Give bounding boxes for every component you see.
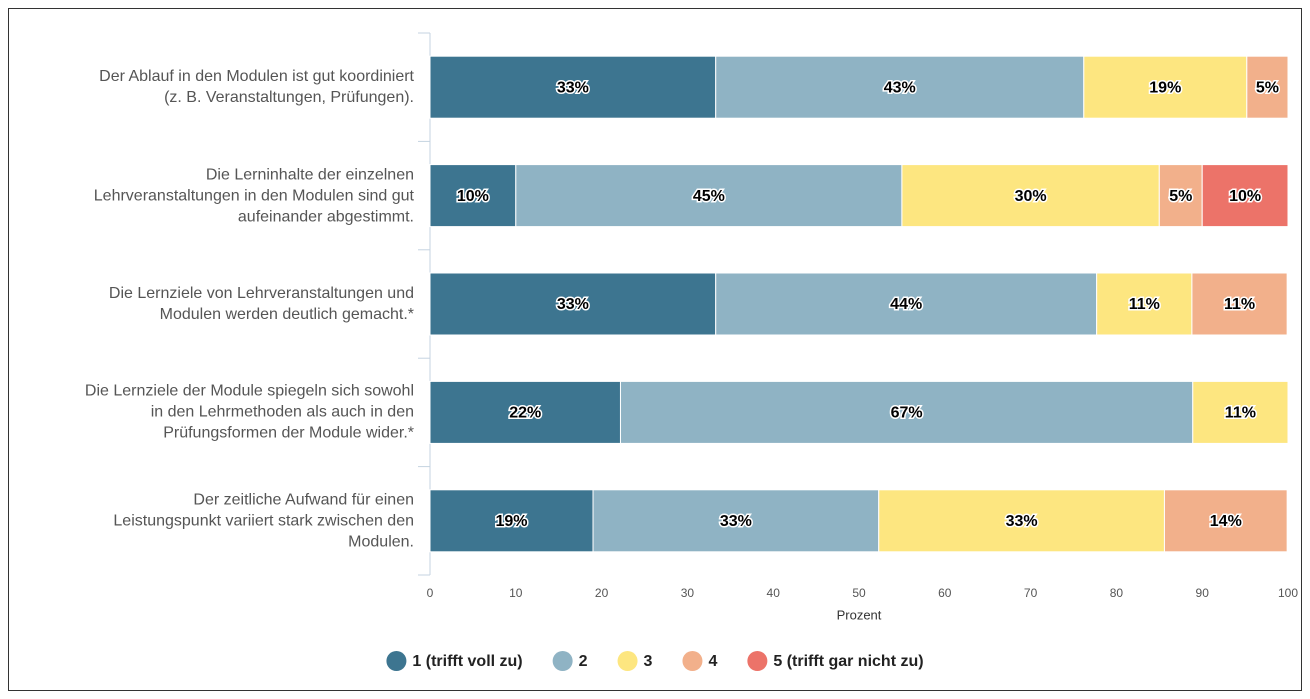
x-axis-title: Prozent: [837, 607, 882, 622]
bar-segment: [1201, 164, 1289, 228]
bar-segment: [429, 164, 517, 228]
legend-marker: [552, 651, 573, 671]
data-label: 44%: [890, 296, 922, 313]
bar-segment: [1191, 272, 1288, 336]
legend-label: 1 (trifft voll zu): [412, 653, 522, 670]
x-tick-label: 90: [1196, 586, 1210, 600]
data-label: 33%: [557, 79, 589, 96]
bar-segment: [1096, 272, 1193, 336]
data-label: 19%: [1149, 79, 1181, 96]
bar-segment: [592, 489, 880, 553]
data-label: 19%: [495, 513, 527, 530]
x-tick-label: 80: [1110, 586, 1124, 600]
category-label: Die Lernziele der Module spiegeln sich s…: [84, 382, 414, 442]
data-label: 33%: [557, 296, 589, 313]
x-tick-label: 70: [1024, 586, 1038, 600]
x-tick-label: 100: [1278, 586, 1298, 600]
bar-segment: [878, 489, 1165, 553]
data-label: 33%: [720, 513, 752, 530]
data-label: 14%: [1210, 513, 1242, 530]
x-tick-label: 60: [938, 586, 952, 600]
x-tick-label: 30: [681, 586, 695, 600]
legend-marker: [747, 651, 768, 671]
bar-segment: [515, 164, 903, 228]
x-tick-label: 0: [427, 586, 434, 600]
data-label: 45%: [693, 188, 725, 205]
bar-segment: [429, 489, 594, 553]
bar-segment: [1246, 55, 1289, 119]
data-label: 11%: [1129, 296, 1160, 313]
bar-segment: [1192, 380, 1289, 444]
data-label: 67%: [891, 405, 923, 422]
data-label: 5%: [1256, 79, 1279, 96]
category-label: Der zeitliche Aufwand für einen Leistung…: [113, 491, 414, 551]
category-label: Der Ablauf in den Modulen ist gut koordi…: [99, 68, 414, 107]
bar-segment: [901, 164, 1160, 228]
bar-segment: [429, 272, 717, 336]
frame: [8, 8, 1302, 691]
legend-label: 3: [644, 653, 653, 670]
bar-segment: [429, 380, 621, 444]
legend-marker: [682, 651, 703, 671]
bar-segment: [1163, 489, 1288, 553]
data-label: 30%: [1015, 188, 1047, 205]
bar-segment: [1083, 55, 1248, 119]
legend-marker: [617, 651, 638, 671]
category-label: Die Lernziele von Lehrveranstaltungen un…: [108, 285, 414, 323]
data-label: 10%: [457, 188, 489, 205]
legend-label: 5 (trifft gar nicht zu): [773, 653, 923, 670]
x-tick-label: 10: [509, 586, 523, 600]
x-tick-label: 50: [852, 586, 866, 600]
data-label: 22%: [509, 405, 541, 422]
legend-marker: [386, 651, 407, 671]
data-label: 43%: [884, 79, 916, 96]
bar-segment: [715, 272, 1098, 336]
data-label: 5%: [1169, 188, 1192, 205]
legend-label: 4: [708, 653, 717, 670]
bar-segment: [715, 55, 1085, 119]
data-label: 10%: [1229, 188, 1261, 205]
legend-label: 2: [579, 653, 588, 670]
data-label: 33%: [1006, 513, 1038, 530]
x-tick-label: 40: [767, 586, 781, 600]
x-tick-label: 20: [595, 586, 609, 600]
data-label: 11%: [1225, 405, 1256, 422]
category-label: Die Lerninhalte der einzelnen Lehrverans…: [93, 166, 414, 226]
data-label: 11%: [1224, 296, 1255, 313]
